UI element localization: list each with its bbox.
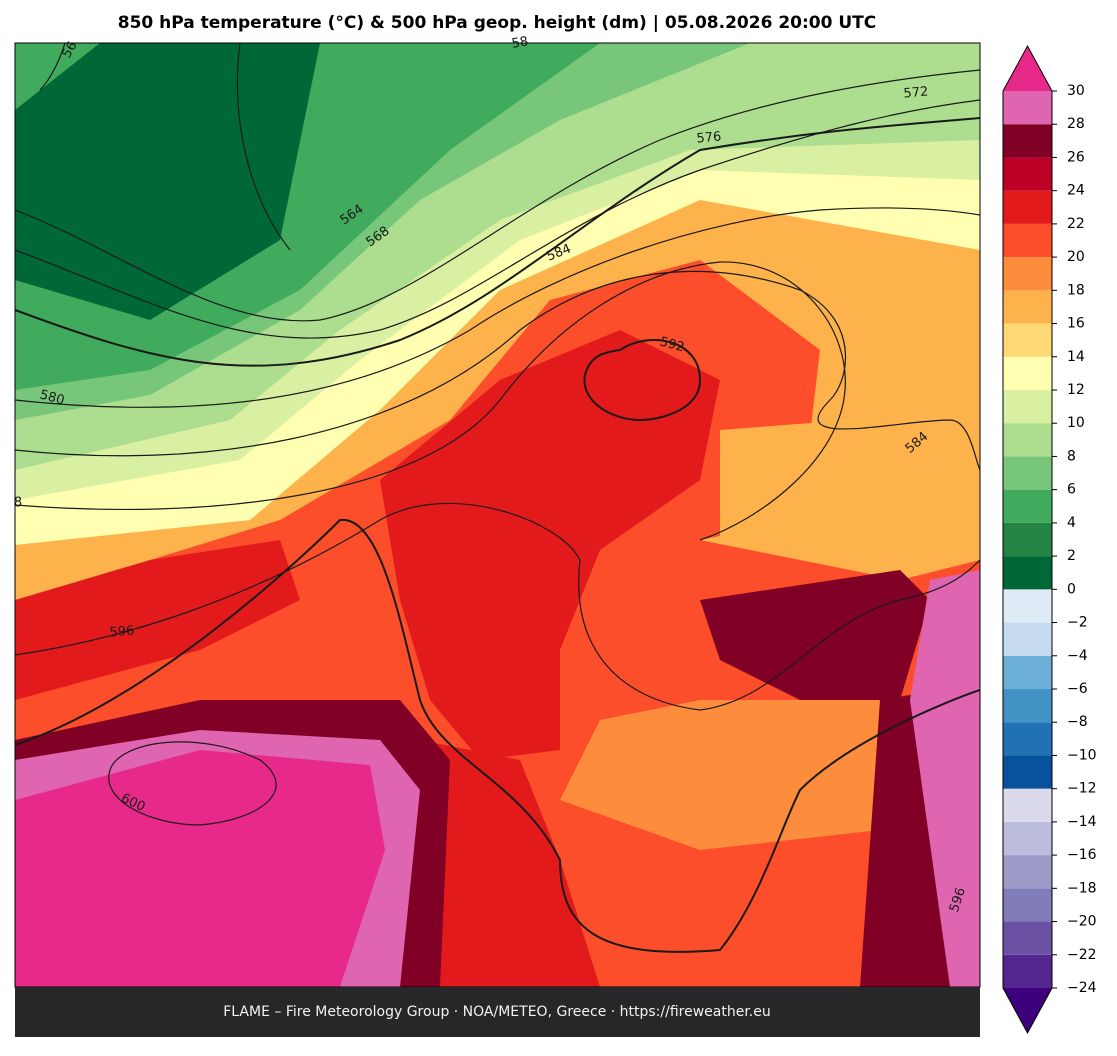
contour-label: 572 <box>903 84 929 101</box>
footer: FLAME – Fire Meteorology Group · NOA/MET… <box>223 1004 771 1020</box>
colorbar-tick-label: 2 <box>1067 548 1076 564</box>
colorbar-band <box>1003 921 1052 955</box>
contour-line <box>15 261 846 541</box>
temperature-field <box>15 140 980 500</box>
colorbar-band <box>1003 622 1052 656</box>
colorbar-band <box>1003 556 1052 590</box>
contour-line <box>15 270 980 471</box>
contour-line <box>39 43 291 251</box>
colorbar-tick-label: −8 <box>1067 714 1088 730</box>
colorbar-tick-label: −12 <box>1067 781 1097 797</box>
colorbar-under <box>1003 988 1052 1033</box>
colorbar-tick-label: −6 <box>1067 681 1088 697</box>
colorbar-band <box>1003 390 1052 424</box>
contour-label: 56 <box>59 39 80 61</box>
colorbar-tick-label: 20 <box>1067 249 1085 265</box>
contour-label: 592 <box>658 335 686 356</box>
temperature-field <box>560 700 900 850</box>
colorbar-tick-label: −24 <box>1067 980 1097 996</box>
temperature-field <box>380 330 720 760</box>
colorbar-band <box>1003 456 1052 490</box>
contour-line <box>15 207 980 408</box>
colorbar-tick-label: 26 <box>1067 149 1085 165</box>
colorbar-tick-label: −10 <box>1067 747 1097 763</box>
colorbar-over <box>1003 46 1052 91</box>
colorbar-band <box>1003 223 1052 258</box>
temperature-field <box>15 540 300 700</box>
colorbar-tick-label: −2 <box>1067 615 1088 631</box>
colorbar-band <box>1003 954 1052 988</box>
colorbar-band <box>1003 589 1052 623</box>
colorbar-tick-label: 0 <box>1067 581 1076 597</box>
colorbar-tick-label: 4 <box>1067 515 1076 531</box>
colorbar-tick-label: −20 <box>1067 914 1097 930</box>
contour-line <box>15 502 980 711</box>
colorbar-band <box>1003 522 1052 557</box>
temperature-field <box>420 740 600 987</box>
colorbar-band <box>1003 423 1052 457</box>
colorbar-band <box>1003 689 1052 723</box>
colorbar-band <box>1003 124 1052 158</box>
colorbar-tick-label: 18 <box>1067 282 1085 298</box>
colorbar-band <box>1003 157 1052 191</box>
colorbar-tick-label: −16 <box>1067 847 1097 863</box>
temperature-field <box>15 750 385 987</box>
contour-label: 580 <box>38 388 66 409</box>
colorbar-band <box>1003 788 1052 822</box>
temperature-field <box>720 420 980 570</box>
colorbar-band <box>1003 821 1052 856</box>
contour-label: 576 <box>696 129 722 146</box>
contour-label: 596 <box>109 623 135 640</box>
colorbar-tick-label: 24 <box>1067 183 1085 199</box>
map <box>15 43 980 987</box>
colorbar-tick-label: 14 <box>1067 349 1085 365</box>
title: 850 hPa temperature (°C) & 500 hPa geop.… <box>118 13 877 33</box>
contour-line <box>15 99 980 339</box>
colorbar-band <box>1003 755 1052 789</box>
colorbar-tick-label: 8 <box>1067 448 1076 464</box>
contour-label: 596 <box>947 886 969 914</box>
colorbar: −24−22−20−18−16−14−12−10−8−6−4−202468101… <box>1002 44 1097 1035</box>
contours <box>15 43 980 953</box>
temperature-field <box>15 43 320 320</box>
colorbar-tick-label: 12 <box>1067 382 1085 398</box>
contour-line <box>583 339 702 422</box>
colorbar-band <box>1003 489 1052 523</box>
colorbar-band <box>1003 855 1052 889</box>
contour-line <box>15 69 980 322</box>
colorbar-tick-label: −4 <box>1067 648 1088 664</box>
colorbar-tick-label: 16 <box>1067 316 1085 332</box>
colorbar-band <box>1003 91 1052 125</box>
colorbar-band <box>1003 190 1052 224</box>
colorbar-tick-label: 28 <box>1067 116 1085 132</box>
colorbar-band <box>1003 356 1052 390</box>
colorbar-band <box>1003 257 1052 291</box>
colorbar-band <box>1003 888 1052 922</box>
colorbar-tick-label: −22 <box>1067 947 1097 963</box>
contour-line <box>15 518 980 953</box>
contour-label: 8 <box>14 496 22 511</box>
colorbar-tick-label: 10 <box>1067 415 1085 431</box>
temperature-field <box>910 570 980 987</box>
colorbar-band <box>1003 290 1052 324</box>
contour-line <box>15 117 980 367</box>
colorbar-tick-label: −18 <box>1067 880 1097 896</box>
colorbar-tick-label: 30 <box>1067 83 1085 99</box>
footer-bar <box>15 987 980 1037</box>
colorbar-band <box>1003 655 1052 689</box>
temperature-field <box>700 570 930 700</box>
temperature-field <box>15 160 980 545</box>
colorbar-tick-label: 6 <box>1067 482 1076 498</box>
colorbar-band <box>1003 323 1052 357</box>
colorbar-tick-label: 22 <box>1067 216 1085 232</box>
colorbar-tick-label: −14 <box>1067 814 1097 830</box>
contour-line <box>108 741 277 826</box>
colorbar-band <box>1003 722 1052 756</box>
